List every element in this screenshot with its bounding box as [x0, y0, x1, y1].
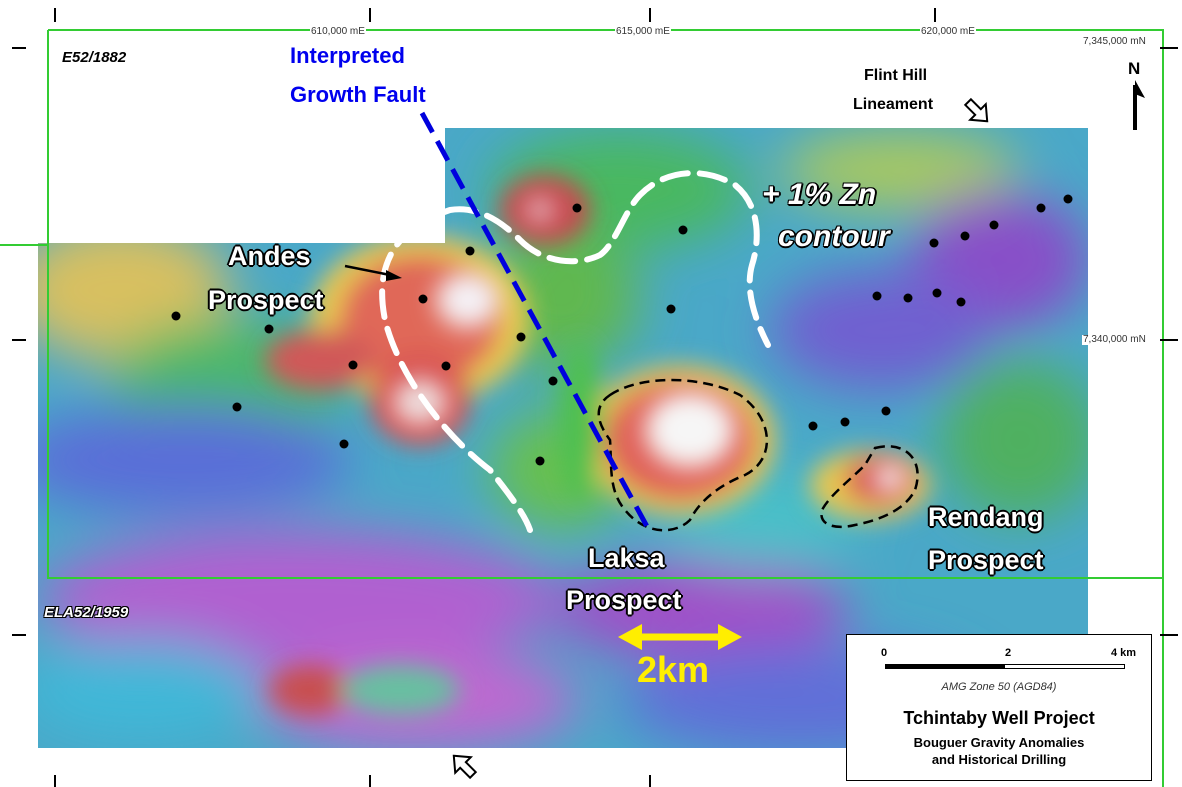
rendang-prospect-label-line2: Prospect: [928, 545, 1044, 575]
lineament-label-line1: Flint Hill: [864, 67, 928, 84]
gravity-raster: [38, 128, 1088, 748]
laksa-anomaly-outline: [597, 378, 769, 532]
drillhole: [956, 297, 966, 307]
legend-subtitle-line2: and Historical Drilling: [931, 752, 1067, 767]
zn-contour-label-line2: contour: [778, 220, 890, 253]
scale-tick-4km: 4 km: [1111, 647, 1137, 659]
rendang-prospect-label-line1: Rendang: [928, 502, 1044, 532]
tenement-label-e52: E52/1882: [62, 49, 127, 66]
projection-label: AMG Zone 50 (AGD84): [941, 681, 1057, 693]
drillhole: [932, 288, 942, 298]
drillhole: [171, 311, 181, 321]
grid-label-y: 7,340,000 mN: [1082, 334, 1147, 345]
laksa-prospect-label-line1: Laksa: [588, 543, 665, 573]
scale-bar: [885, 664, 1125, 669]
drillhole: [339, 439, 349, 449]
laksa-prospect-label-line2: Prospect: [566, 585, 682, 615]
legend-subtitle-line1: Bouguer Gravity Anomalies: [913, 735, 1085, 750]
map-legend: 0 2 4 km AMG Zone 50 (AGD84) Tchintaby W…: [846, 634, 1152, 781]
scale-tick-0: 0: [881, 647, 888, 659]
scale-arrow: [618, 624, 742, 650]
drillhole: [264, 324, 274, 334]
drillhole: [418, 294, 428, 304]
growth-fault-line: [419, 111, 653, 534]
scale-bar-filled: [886, 665, 1005, 668]
drillhole: [656, 558, 664, 566]
drillhole: [572, 203, 582, 213]
andes-prospect-label-line1: Andes: [228, 241, 311, 271]
tenement-label-ela52: ELA52/1959: [44, 604, 129, 621]
north-label: N: [1128, 59, 1141, 78]
zn-contour-line: [379, 170, 771, 533]
fault-label-line2: Growth Fault: [290, 82, 426, 107]
drillhole-markers: [171, 194, 1073, 566]
drillhole: [1036, 203, 1046, 213]
masked-area: [38, 128, 445, 243]
grid-label-x: 615,000 mE: [615, 26, 671, 37]
drillhole: [348, 360, 358, 370]
andes-prospect-label-line2: Prospect: [208, 285, 324, 315]
drillhole: [232, 402, 242, 412]
grid-label-x: 620,000 mE: [920, 26, 976, 37]
north-arrow-icon: [1133, 80, 1145, 130]
lineament-arrow-bottom: [452, 754, 478, 780]
scale-tick-2: 2: [1005, 647, 1012, 659]
andes-pointer-arrow: [344, 264, 402, 281]
rendang-anomaly-outline: [820, 445, 919, 529]
drillhole: [666, 304, 676, 314]
drillhole: [872, 291, 882, 301]
fault-label-line1: Interpreted: [290, 43, 405, 68]
grid-label-x: 610,000 mE: [310, 26, 366, 37]
drillhole: [678, 225, 688, 235]
drillhole: [441, 361, 451, 371]
drillhole: [989, 220, 999, 230]
tenement-boundary: [0, 29, 1164, 787]
drillhole: [960, 231, 970, 241]
scale-arrow-label: 2km: [637, 649, 710, 690]
lineament-label-line2: Lineament: [853, 96, 934, 113]
drillhole: [808, 421, 818, 431]
legend-title: Tchintaby Well Project: [903, 708, 1095, 728]
drillhole: [903, 293, 913, 303]
grid-label-y: 7,345,000 mN: [1082, 36, 1147, 47]
drillhole: [535, 456, 545, 466]
drillhole: [548, 376, 558, 386]
lineament-arrow-top: [963, 97, 989, 123]
graticule-ticks: [12, 8, 1178, 787]
zn-contour-label-line1: + 1% Zn: [762, 178, 877, 211]
drillhole: [840, 417, 850, 427]
drillhole: [881, 406, 891, 416]
drillhole: [1063, 194, 1073, 204]
drillhole: [465, 246, 475, 256]
drillhole: [516, 332, 526, 342]
drillhole: [929, 238, 939, 248]
